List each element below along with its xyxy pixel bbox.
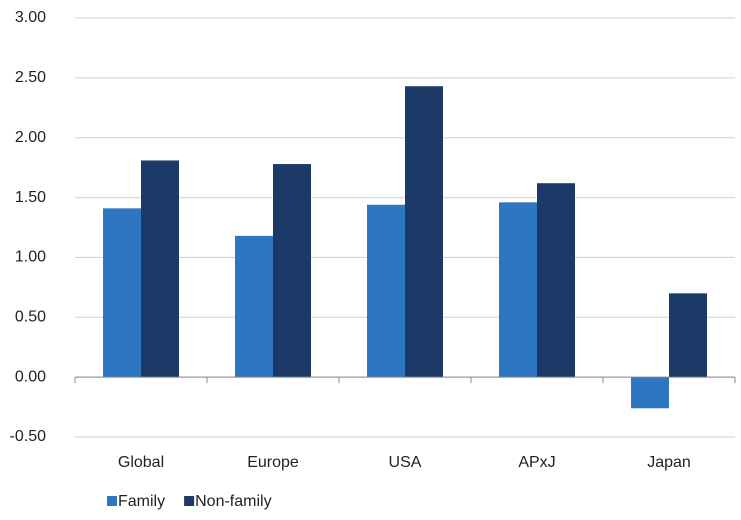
y-tick-label: 0.00 [15, 368, 46, 385]
bar [537, 183, 575, 378]
y-tick-label: 2.00 [15, 129, 46, 146]
legend-label: Non-family [195, 493, 271, 510]
bar [405, 86, 443, 378]
x-tick-label: Japan [647, 454, 691, 471]
x-tick-label: Europe [247, 454, 299, 471]
y-tick-label: 0.50 [15, 309, 46, 326]
legend-swatch [107, 496, 117, 506]
bar [235, 235, 273, 378]
y-tick-label: 1.00 [15, 249, 46, 266]
bar [499, 202, 537, 378]
legend-label: Family [118, 493, 165, 510]
bar [631, 377, 669, 409]
y-tick-label: 3.00 [15, 9, 46, 26]
y-tick-label: 1.50 [15, 189, 46, 206]
bar [273, 164, 311, 378]
bar [367, 204, 405, 378]
y-tick-label: 2.50 [15, 69, 46, 86]
legend-swatch [184, 496, 195, 506]
x-tick-label: USA [389, 454, 422, 471]
bar [141, 160, 179, 378]
bar [103, 208, 141, 378]
bar [669, 293, 707, 378]
x-tick-label: Global [118, 454, 164, 471]
x-tick-label: APxJ [518, 454, 555, 471]
y-tick-label: -0.50 [10, 428, 47, 445]
